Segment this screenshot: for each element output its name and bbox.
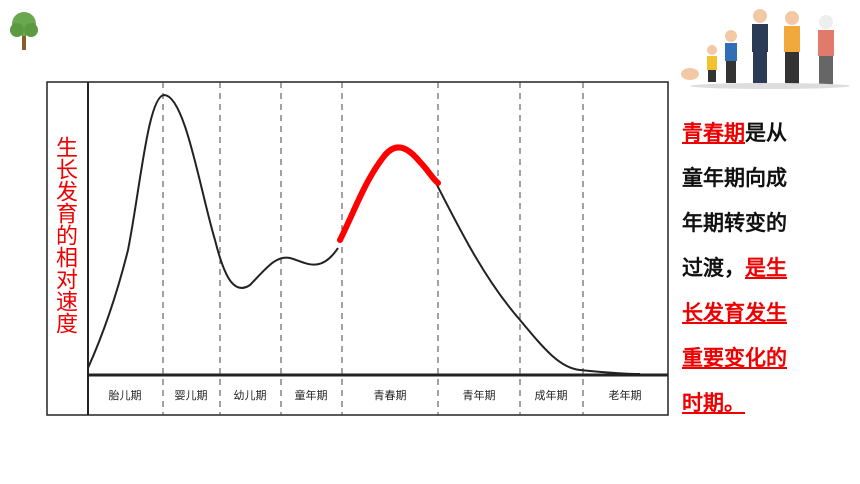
puberty-curve xyxy=(337,144,441,243)
text-segment: 是从 xyxy=(745,121,787,145)
description-line: 童年期向成 xyxy=(682,159,852,204)
stage-label: 老年期 xyxy=(609,388,642,402)
text-segment: 年期转变的 xyxy=(682,211,787,235)
text-segment: 是生 xyxy=(745,256,787,280)
description-line: 年期转变的 xyxy=(682,204,852,249)
text-segment: 长发育发生 xyxy=(682,301,787,325)
description-line: 长发育发生 xyxy=(682,294,852,339)
y-axis-label: 生长发育的相对速度 xyxy=(52,136,77,334)
text-segment: 青春期 xyxy=(682,121,745,145)
family-icon xyxy=(681,9,850,89)
description: 青春期是从童年期向成年期转变的过渡，是生长发育发生重要变化的时期。 xyxy=(682,114,852,429)
stage-label: 胎儿期 xyxy=(109,388,142,402)
description-line: 过渡，是生 xyxy=(682,249,852,294)
text-segment: 重要变化的 xyxy=(682,346,787,370)
text-segment: 童年期向成 xyxy=(682,166,787,190)
stage-label: 青年期 xyxy=(463,388,496,402)
text-segment: 时期。 xyxy=(682,391,745,415)
stage-label: 童年期 xyxy=(295,388,328,402)
stage-label: 成年期 xyxy=(535,388,568,402)
description-line: 重要变化的 xyxy=(682,339,852,384)
stage-label: 幼儿期 xyxy=(234,389,267,402)
tree-icon xyxy=(10,12,38,50)
chart-frame xyxy=(46,81,669,416)
stage-label: 青春期 xyxy=(374,389,407,402)
stage-dividers xyxy=(162,82,584,415)
description-line: 青春期是从 xyxy=(682,114,852,159)
stage-label: 婴儿期 xyxy=(175,389,208,402)
growth-curve xyxy=(87,93,641,375)
description-line: 时期。 xyxy=(682,384,852,429)
text-segment: 过渡， xyxy=(682,256,745,280)
